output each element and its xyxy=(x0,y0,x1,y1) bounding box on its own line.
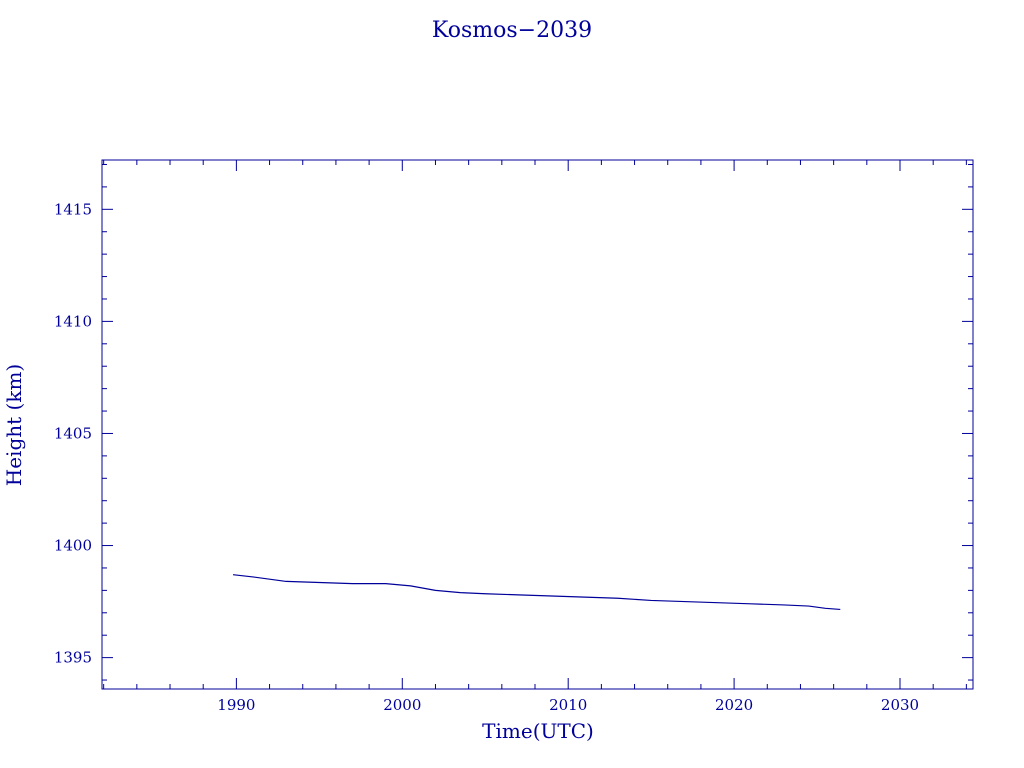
x-tick-label: 2010 xyxy=(549,696,587,714)
x-tick-label: 2000 xyxy=(383,696,421,714)
plot-frame xyxy=(101,159,974,690)
y-tick-label: 1415 xyxy=(54,200,92,218)
x-tick-label: 2020 xyxy=(715,696,753,714)
chart-title: Kosmos−2039 xyxy=(432,18,592,43)
tick-labels: 1990 2000 2010 2020 2030 1395 1400 1405 1410 1415 xyxy=(54,200,919,714)
x-tick-label: 1990 xyxy=(217,696,255,714)
y-tick-label: 1395 xyxy=(54,649,92,667)
x-axis-label: Time(UTC) xyxy=(482,719,594,743)
y-tick-label: 1400 xyxy=(54,537,92,555)
y-axis-label: Height (km) xyxy=(2,364,26,486)
series-line-0 xyxy=(232,574,841,611)
series-group xyxy=(232,574,841,611)
y-tick-label: 1405 xyxy=(54,424,92,442)
y-tick-label: 1410 xyxy=(54,312,92,330)
axis-ticks xyxy=(102,160,973,689)
x-tick-label: 2030 xyxy=(881,696,919,714)
